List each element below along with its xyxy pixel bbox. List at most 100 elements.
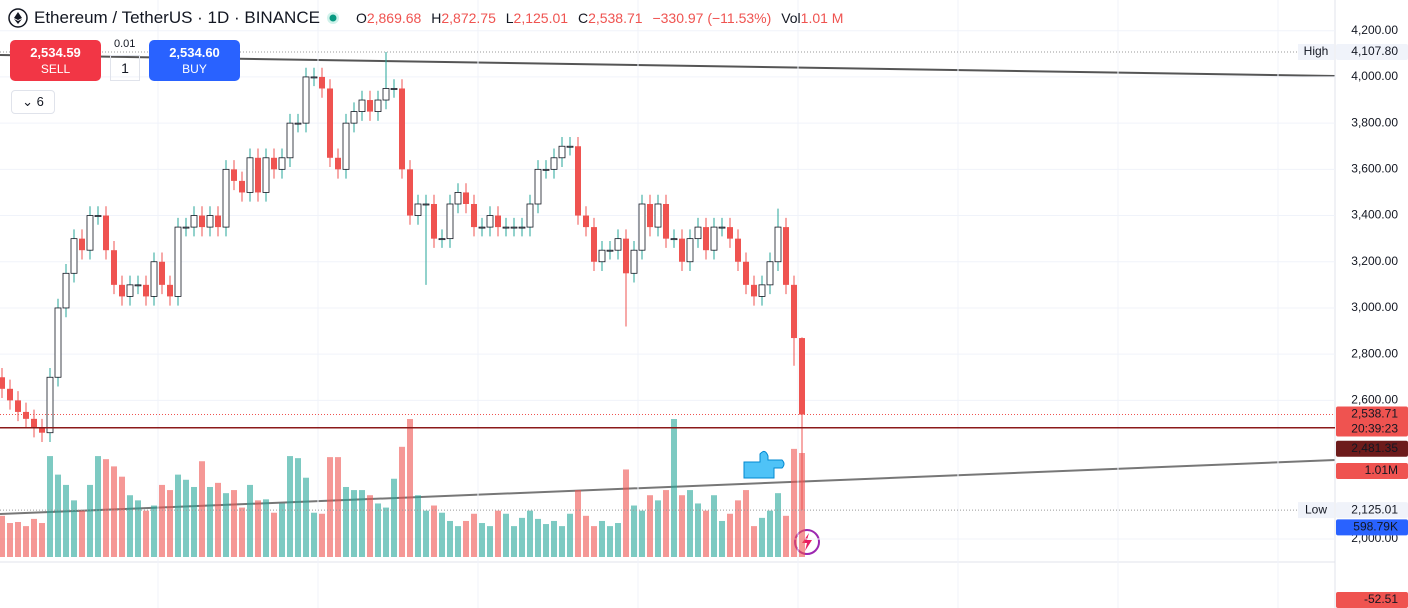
volume-bar	[751, 526, 757, 557]
low-name-box	[1298, 502, 1334, 519]
volume-bar	[111, 466, 117, 557]
volume-bar	[455, 526, 461, 557]
y-tick-label: 4,200.00	[1351, 23, 1398, 37]
volume-bar	[431, 505, 437, 557]
candle-body	[598, 249, 606, 263]
volume-bar	[215, 482, 221, 557]
volume-bar	[47, 456, 53, 557]
candle-body	[614, 238, 622, 251]
volume-bar	[527, 510, 533, 557]
buy-button[interactable]: 2,534.60 BUY	[149, 40, 240, 81]
y-tick-label: 3,000.00	[1351, 300, 1398, 314]
header: Ethereum / TetherUS · 1D · BINANCE O2,86…	[8, 8, 849, 28]
indicators-toggle[interactable]: ⌄ 6	[11, 90, 55, 114]
volume-bar	[767, 510, 773, 557]
indicators-count: 6	[36, 94, 44, 109]
symbol[interactable]: Ethereum / TetherUS · 1D · BINANCE	[34, 8, 320, 27]
volume-last-label-box	[1336, 463, 1408, 479]
candle-body	[23, 411, 29, 419]
quantity[interactable]: 1	[110, 55, 140, 81]
candle-body	[262, 157, 270, 193]
candle-body	[390, 88, 398, 90]
candle-body	[623, 238, 629, 274]
last-price-label: 2,538.71	[1351, 407, 1398, 421]
volume-bar	[543, 524, 549, 557]
volume-bar	[583, 515, 589, 557]
volume-bar	[271, 512, 277, 557]
volume-bar	[727, 513, 733, 557]
candle-body	[278, 157, 286, 170]
candle-body	[134, 284, 142, 287]
macd-label: -52.51	[1364, 592, 1398, 606]
candle-body	[231, 169, 237, 181]
volume-bar	[135, 500, 141, 557]
volume-bar	[687, 490, 693, 557]
volume-bar	[23, 526, 29, 557]
volume-ma-label: 598.79K	[1353, 520, 1398, 534]
volume-bar	[743, 490, 749, 557]
candle-body	[46, 376, 54, 434]
volume-bar	[407, 419, 413, 557]
buy-label: BUY	[182, 62, 207, 76]
candle-body	[518, 226, 526, 229]
ohlc: O2,869.68 H2,872.75 L2,125.01 C2,538.71 …	[356, 10, 850, 26]
y-tick-label: 3,600.00	[1351, 162, 1398, 176]
candle-body	[271, 157, 277, 170]
sell-price: 2,534.59	[30, 45, 81, 60]
candle-body	[791, 284, 797, 339]
candle-body	[766, 261, 774, 286]
volume-bar	[183, 479, 189, 557]
volume-bar	[295, 458, 301, 557]
candle-body	[215, 215, 221, 228]
volume-bar	[7, 523, 13, 557]
candle-body	[743, 261, 749, 285]
volume-bar	[159, 484, 165, 557]
level-label: 2,481.35	[1351, 441, 1398, 455]
volume-bar	[79, 510, 85, 557]
high-label-box	[1336, 44, 1408, 61]
candle-body	[62, 272, 70, 309]
low-name: Low	[1305, 502, 1327, 516]
volume-ma-label-box	[1336, 519, 1408, 536]
volume-bar	[503, 513, 509, 557]
candle-body	[126, 284, 134, 297]
sell-button[interactable]: 2,534.59 SELL	[10, 40, 101, 81]
volume-bar	[791, 448, 797, 557]
ohlc-value: 2,869.68	[366, 10, 422, 26]
candle-body	[414, 203, 422, 216]
candle-body	[182, 226, 190, 229]
volume-bar	[479, 523, 485, 557]
candle-body	[255, 157, 261, 193]
volume-bar	[303, 477, 309, 557]
candle-body	[558, 145, 566, 159]
candle-body	[718, 226, 726, 229]
high-label: 4,107.80	[1351, 44, 1398, 58]
volume-bar	[495, 510, 501, 557]
y-tick-label: 3,800.00	[1351, 115, 1398, 129]
volume-bar	[599, 520, 605, 557]
status-dot	[326, 12, 339, 24]
candle-body	[399, 88, 405, 170]
candle-body	[15, 400, 21, 412]
volume-bar	[367, 495, 373, 557]
candle-body	[783, 227, 789, 285]
volume-bar	[519, 517, 525, 557]
candle-body	[119, 284, 125, 297]
volume-bar	[551, 520, 557, 557]
volume-bar	[703, 510, 709, 557]
volume-bar	[783, 515, 789, 557]
volume-bar	[559, 526, 565, 557]
y-tick-label: 3,200.00	[1351, 254, 1398, 268]
candle-body	[758, 284, 766, 297]
candle-body	[199, 215, 205, 228]
volume-bar	[575, 490, 581, 557]
candle-body	[471, 203, 477, 228]
volume-bar	[415, 495, 421, 557]
volume-bar	[775, 493, 781, 557]
volume-bar	[735, 500, 741, 557]
volume-bar	[655, 500, 661, 557]
candle-body	[534, 168, 542, 205]
volume-bar	[87, 484, 93, 557]
candle-body	[550, 157, 558, 170]
